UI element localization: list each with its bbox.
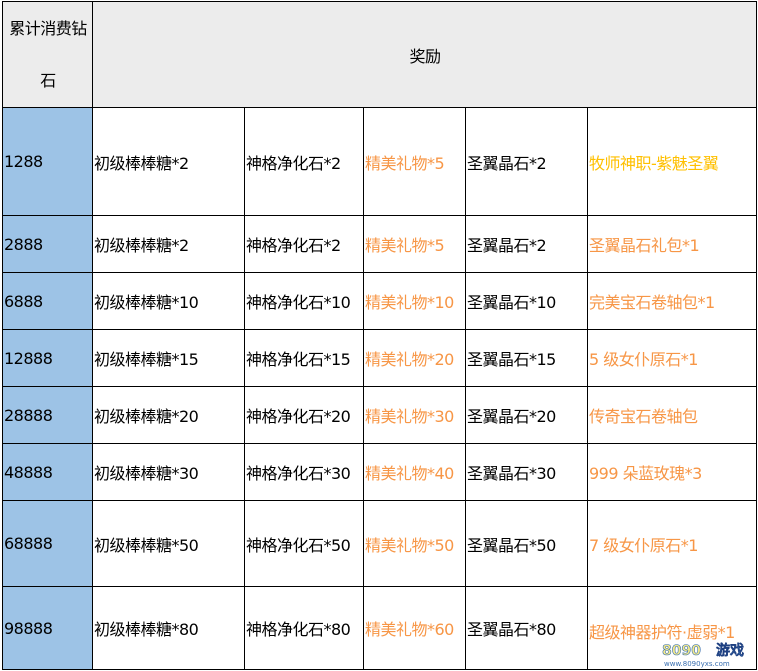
purification-stone-reward-cell: 神格净化石*80 (244, 586, 364, 670)
table-row: 48888 初级棒棒糖*30 神格净化石*30 精美礼物*40 圣翼晶石*30 999 朵… (2, 443, 757, 501)
table-row: 2888 初级棒棒糖*2 神格净化石*2 精美礼物*5 圣翼晶石*2 圣翼晶石礼包*1 (2, 215, 757, 273)
purification-stone-reward-cell: 神格净化石*30 (244, 443, 364, 501)
wing-crystal-reward-cell: 圣翼晶石*2 (465, 107, 588, 216)
gift-reward-cell: 精美礼物*5 (363, 107, 466, 216)
table-row: 28888 初级棒棒糖*20 神格净化石*20 精美礼物*30 圣翼晶石*20 传奇宝石卷… (2, 386, 757, 444)
lollipop-reward-cell: 初级棒棒糖*50 (92, 500, 245, 587)
special-reward-cell: 7 级女仆原石*1 (587, 500, 757, 587)
table-row: 6888 初级棒棒糖*10 神格净化石*10 精美礼物*10 圣翼晶石*10 完美宝石卷轴… (2, 272, 757, 330)
special-reward-cell: 圣翼晶石礼包*1 (587, 215, 757, 273)
purification-stone-reward-cell: 神格净化石*20 (244, 386, 364, 444)
wing-crystal-reward-cell: 圣翼晶石*15 (465, 329, 588, 387)
table-row: 12888 初级棒棒糖*15 神格净化石*15 精美礼物*20 圣翼晶石*15 5 级女仆… (2, 329, 757, 387)
table-row: 68888 初级棒棒糖*50 神格净化石*50 精美礼物*50 圣翼晶石*50 7 级女仆… (2, 500, 757, 587)
purification-stone-reward-cell: 神格净化石*10 (244, 272, 364, 330)
wing-crystal-reward-cell: 圣翼晶石*30 (465, 443, 588, 501)
lollipop-reward-cell: 初级棒棒糖*2 (92, 215, 245, 273)
special-reward-cell: 传奇宝石卷轴包 (587, 386, 757, 444)
gift-reward-cell: 精美礼物*60 (363, 586, 466, 670)
amount-cell: 48888 (2, 443, 93, 501)
special-reward-cell: 超级神器护符·虚弱*1 (587, 586, 757, 670)
svg-text:www.8090yxs.com: www.8090yxs.com (664, 660, 730, 668)
special-reward-cell: 999 朵蓝玫瑰*3 (587, 443, 757, 501)
lollipop-reward-cell: 初级棒棒糖*15 (92, 329, 245, 387)
table-row: 98888 初级棒棒糖*80 神格净化石*80 精美礼物*60 圣翼晶石*80 超级神器护… (2, 586, 757, 670)
amount-cell: 2888 (2, 215, 93, 273)
wing-crystal-reward-cell: 圣翼晶石*10 (465, 272, 588, 330)
lollipop-reward-cell: 初级棒棒糖*20 (92, 386, 245, 444)
header-rewards: 奖励 (92, 1, 757, 108)
gift-reward-cell: 精美礼物*30 (363, 386, 466, 444)
lollipop-reward-cell: 初级棒棒糖*2 (92, 107, 245, 216)
svg-text:游戏: 游戏 (716, 642, 744, 659)
amount-cell: 68888 (2, 500, 93, 587)
purification-stone-reward-cell: 神格净化石*2 (244, 215, 364, 273)
svg-text:8090: 8090 (662, 643, 701, 659)
lollipop-reward-cell: 初级棒棒糖*30 (92, 443, 245, 501)
amount-cell: 1288 (2, 107, 93, 216)
wing-crystal-reward-cell: 圣翼晶石*20 (465, 386, 588, 444)
gift-reward-cell: 精美礼物*40 (363, 443, 466, 501)
amount-cell: 28888 (2, 386, 93, 444)
gift-reward-cell: 精美礼物*10 (363, 272, 466, 330)
gift-reward-cell: 精美礼物*5 (363, 215, 466, 273)
lollipop-reward-cell: 初级棒棒糖*80 (92, 586, 245, 670)
lollipop-reward-cell: 初级棒棒糖*10 (92, 272, 245, 330)
table-row: 1288 初级棒棒糖*2 神格净化石*2 精美礼物*5 圣翼晶石*2 牧师神职-紫魅圣翼 (2, 107, 757, 216)
amount-cell: 6888 (2, 272, 93, 330)
wing-crystal-reward-cell: 圣翼晶石*2 (465, 215, 588, 273)
special-reward-cell: 牧师神职-紫魅圣翼 (587, 107, 757, 216)
amount-cell: 98888 (2, 586, 93, 670)
purification-stone-reward-cell: 神格净化石*2 (244, 107, 364, 216)
amount-cell: 12888 (2, 329, 93, 387)
header-cumulative-diamonds: 累计消费钻石 (2, 1, 93, 108)
header-row: 累计消费钻石 奖励 (2, 1, 757, 108)
gift-reward-cell: 精美礼物*50 (363, 500, 466, 587)
wing-crystal-reward-cell: 圣翼晶石*50 (465, 500, 588, 587)
gift-reward-cell: 精美礼物*20 (363, 329, 466, 387)
purification-stone-reward-cell: 神格净化石*15 (244, 329, 364, 387)
special-reward-cell: 完美宝石卷轴包*1 (587, 272, 757, 330)
wing-crystal-reward-cell: 圣翼晶石*80 (465, 586, 588, 670)
purification-stone-reward-cell: 神格净化石*50 (244, 500, 364, 587)
site-watermark-logo: 8090 游戏 www.8090yxs.com (662, 642, 745, 668)
special-reward-cell: 5 级女仆原石*1 (587, 329, 757, 387)
